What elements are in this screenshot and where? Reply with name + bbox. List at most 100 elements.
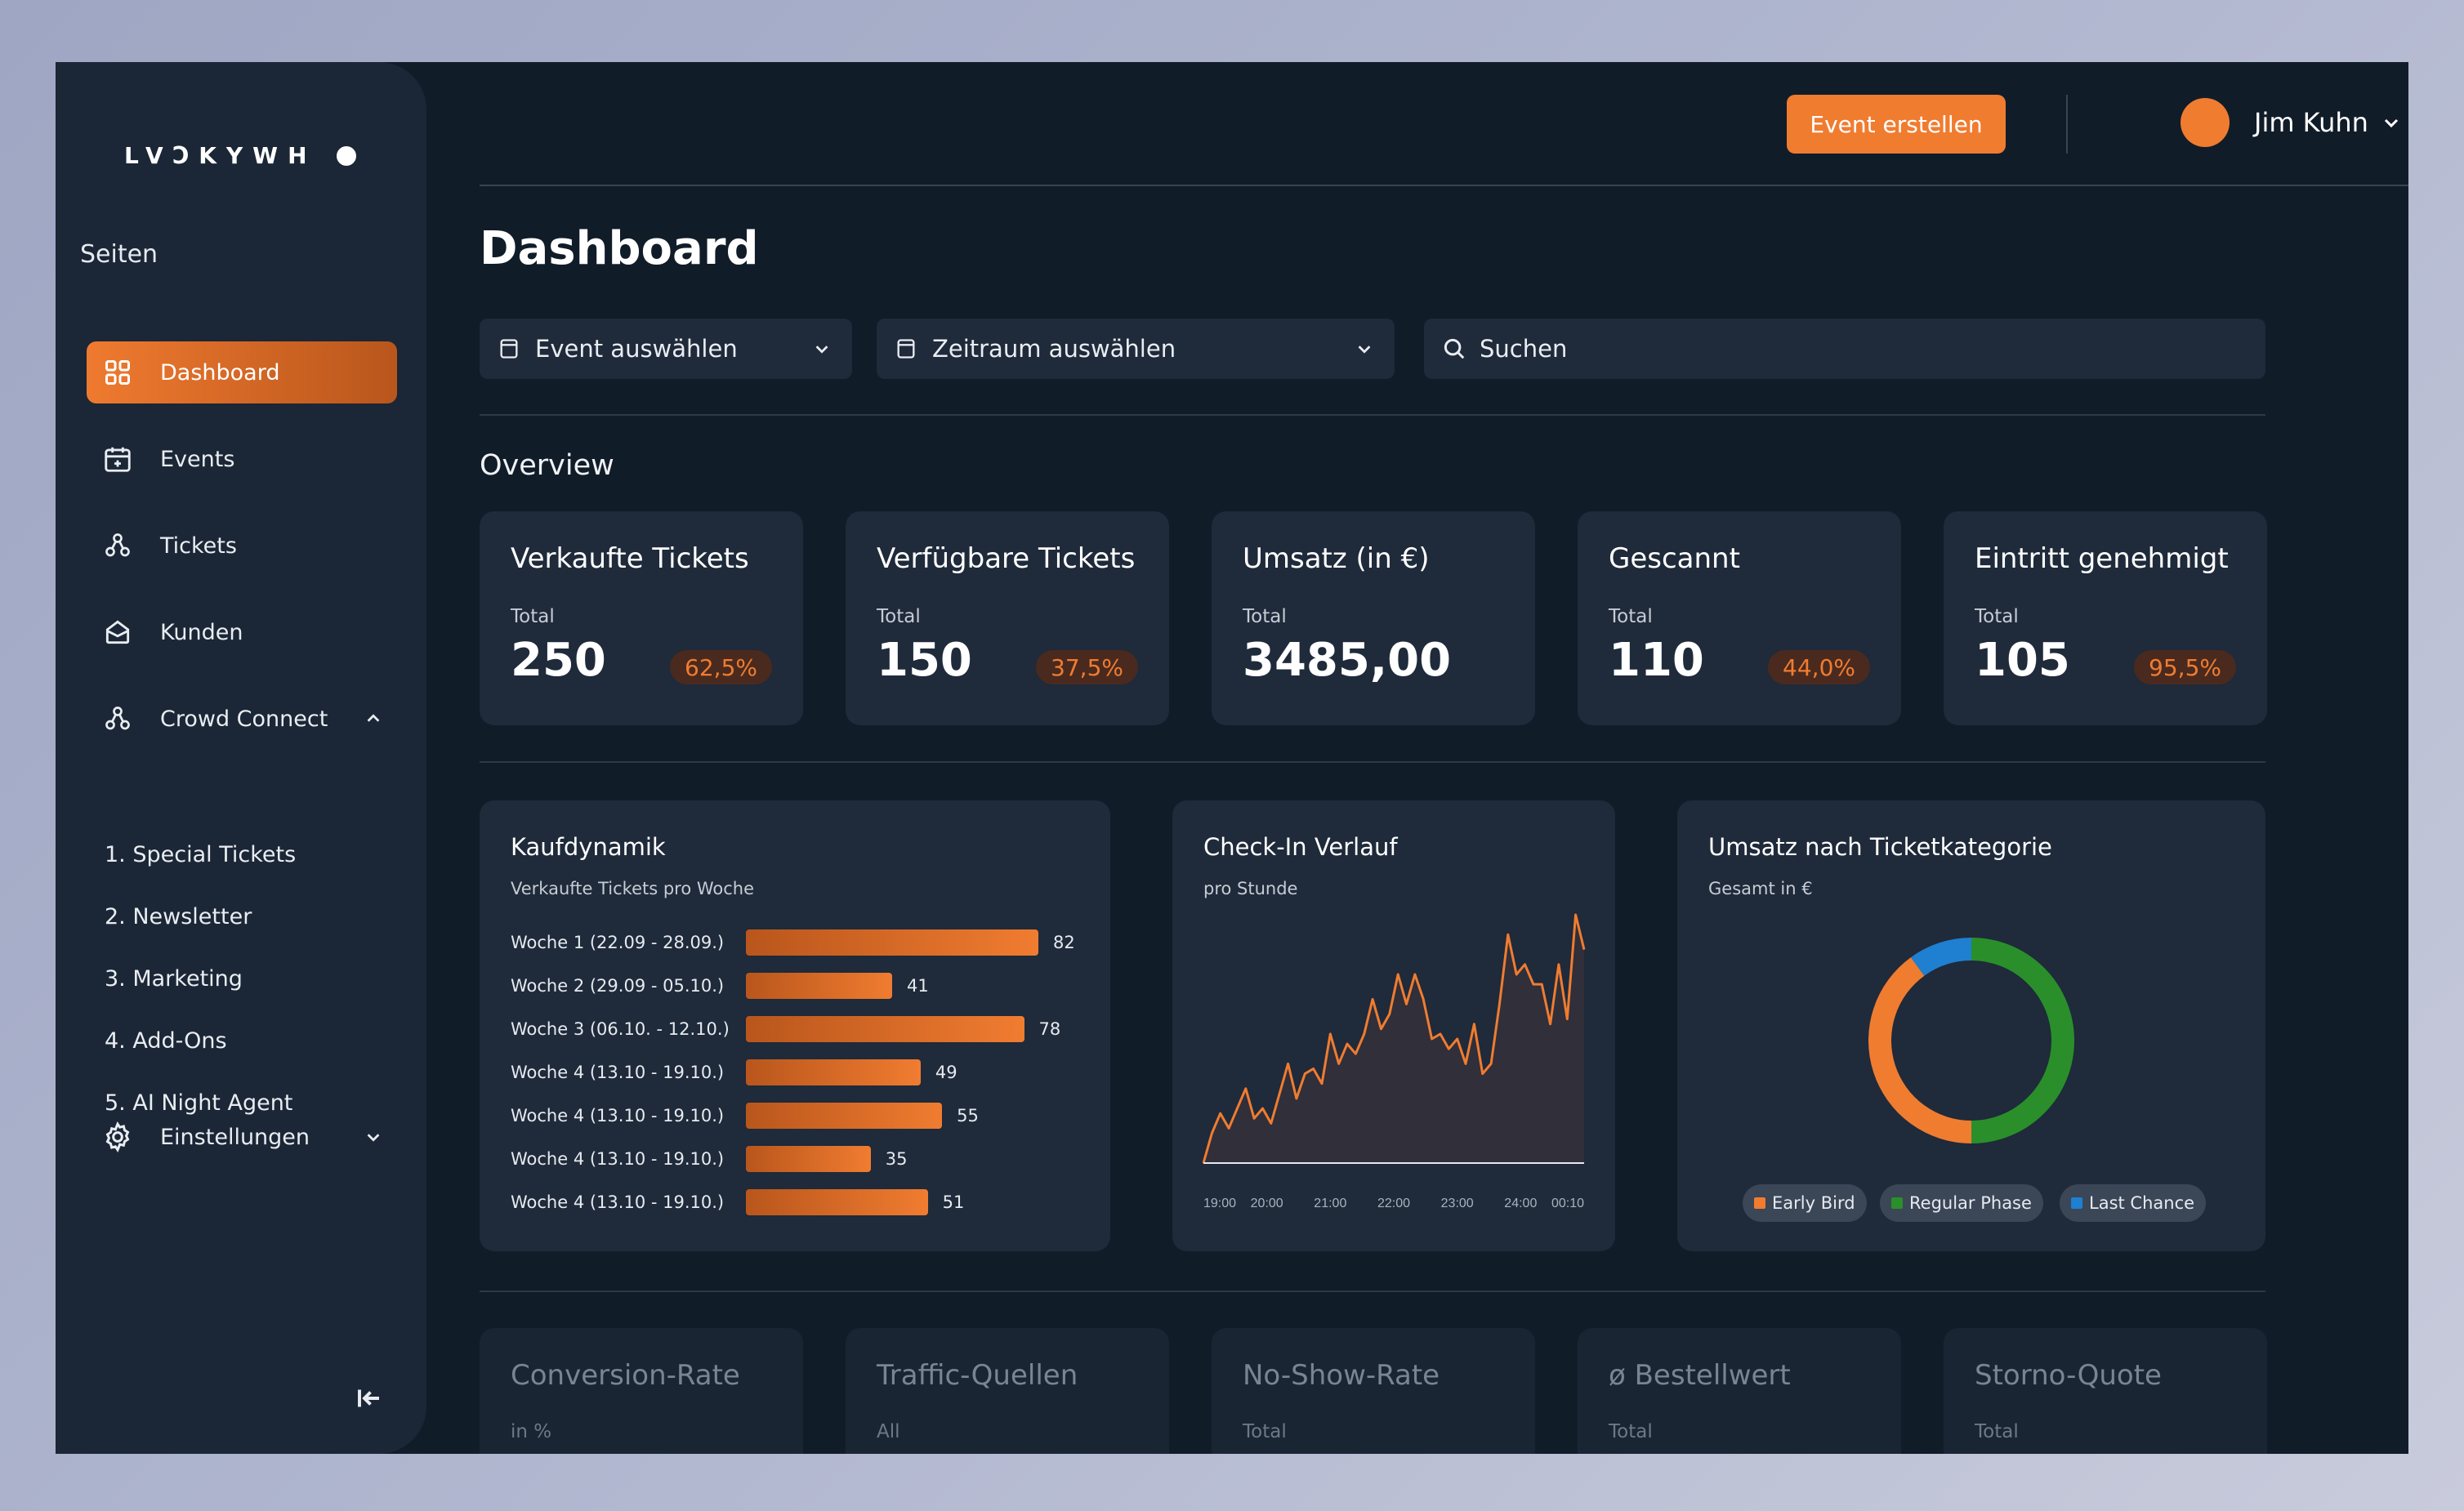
chevron-down-icon: [2381, 112, 2403, 133]
bar-value-label: 49: [935, 1063, 957, 1082]
kpi-title: Eintritt genehmigt: [1975, 542, 2229, 575]
section-divider: [480, 414, 2265, 416]
kpi-card-sold-tickets[interactable]: Verkaufte Tickets Total 250 62,5%: [480, 511, 803, 725]
bar-row: Woche 4 (13.10 - 19.10.) 49: [511, 1059, 957, 1085]
overview-title: Overview: [480, 449, 614, 482]
donut-chart: [1868, 938, 2074, 1143]
x-tick-label: 20:00: [1251, 1197, 1283, 1210]
kpi-title: Conversion-Rate: [511, 1359, 740, 1392]
chart-title: Kaufdynamik: [511, 833, 666, 861]
sub-item-newsletter[interactable]: 2. Newsletter: [105, 904, 252, 929]
kpi-card-traffic-sources[interactable]: Traffic-Quellen All: [846, 1328, 1169, 1454]
bar: [746, 973, 892, 999]
chevron-up-icon[interactable]: [361, 706, 386, 731]
bar-label: Woche 4 (13.10 - 19.10.): [511, 1106, 725, 1125]
kpi-subtitle: Total: [1609, 606, 1653, 627]
bar-label: Woche 4 (13.10 - 19.10.): [511, 1192, 725, 1212]
chevron-down-icon[interactable]: [361, 1125, 386, 1149]
donut-slice: [1971, 938, 2074, 1143]
logo-dot: [336, 145, 356, 166]
kpi-card-scanned[interactable]: Gescannt Total 110 44,0%: [1578, 511, 1901, 725]
bar-value-label: 82: [1053, 933, 1075, 952]
period-select[interactable]: Zeitraum auswählen: [877, 319, 1395, 379]
chevron-down-icon: [813, 338, 834, 359]
legend-swatch: [2071, 1197, 2082, 1209]
kpi-subtitle: Total: [1609, 1421, 1653, 1442]
sub-item-marketing[interactable]: 3. Marketing: [105, 966, 243, 992]
legend-item-early-bird[interactable]: Early Bird: [1743, 1184, 1867, 1222]
sidebar-item-label: Einstellungen: [160, 1124, 310, 1150]
bar-value-label: 41: [907, 976, 929, 996]
kpi-card-available-tickets[interactable]: Verfügbare Tickets Total 150 37,5%: [846, 511, 1169, 725]
period-select-label: Zeitraum auswählen: [932, 335, 1176, 363]
bar-label: Woche 1 (22.09 - 28.09.): [511, 933, 725, 952]
legend-label: Regular Phase: [1909, 1193, 2032, 1213]
kpi-title: Gescannt: [1609, 542, 1740, 575]
bar-label: Woche 2 (29.09 - 05.10.): [511, 976, 725, 996]
network-icon: [100, 701, 136, 737]
search-input[interactable]: Suchen: [1424, 319, 2265, 379]
legend-item-last-chance[interactable]: Last Chance: [2060, 1184, 2207, 1222]
sidebar-item-label: Events: [160, 446, 235, 472]
calendar-icon: [498, 337, 522, 361]
kpi-value: 250: [511, 634, 606, 687]
kpi-subtitle: Total: [1975, 606, 2019, 627]
sidebar-item-kunden[interactable]: Kunden: [87, 601, 397, 663]
chart-subtitle: Verkaufte Tickets pro Woche: [511, 879, 755, 898]
bar-value-label: 78: [1038, 1019, 1061, 1039]
donut-slice: [1910, 938, 1972, 976]
sidebar-item-tickets[interactable]: Tickets: [87, 515, 397, 577]
chart-card-checkin: Check-In Verlauf pro Stunde 19:00 20:00 21…: [1172, 800, 1615, 1251]
legend-item-regular-phase[interactable]: Regular Phase: [1880, 1184, 2043, 1222]
kpi-card-conversion-rate[interactable]: Conversion-Rate in %: [480, 1328, 803, 1454]
bar-label: Woche 4 (13.10 - 19.10.): [511, 1149, 725, 1169]
collapse-sidebar-icon[interactable]: [355, 1384, 387, 1416]
bar: [746, 1189, 928, 1215]
sidebar-item-einstellungen[interactable]: Einstellungen: [87, 1106, 397, 1168]
bar-label: Woche 3 (06.10. - 12.10.): [511, 1019, 730, 1039]
bar-row: Woche 3 (06.10. - 12.10.) 78: [511, 1016, 1060, 1042]
brand-logo[interactable]: LVϽKYWH: [124, 142, 356, 169]
user-menu[interactable]: Jim Kuhn: [2181, 98, 2403, 147]
search-icon: [1442, 337, 1466, 361]
event-select[interactable]: Event auswählen: [480, 319, 852, 379]
sidebar-item-events[interactable]: Events: [87, 428, 397, 490]
kpi-card-revenue[interactable]: Umsatz (in €) Total 3485,00: [1212, 511, 1535, 725]
calendar-icon: [100, 441, 136, 477]
search-placeholder: Suchen: [1480, 335, 1568, 363]
sub-item-add-ons[interactable]: 4. Add-Ons: [105, 1028, 227, 1054]
x-tick-label: 23:00: [1441, 1197, 1474, 1210]
sidebar-item-crowd-connect[interactable]: Crowd Connect: [87, 688, 397, 750]
create-event-button[interactable]: Event erstellen: [1787, 95, 2006, 154]
network-icon: [100, 528, 136, 564]
bar: [746, 1059, 921, 1085]
kpi-title: Verfügbare Tickets: [877, 542, 1136, 575]
sub-item-special-tickets[interactable]: 1. Special Tickets: [105, 842, 297, 867]
header-divider-line: [480, 185, 2408, 186]
sidebar-item-label: Crowd Connect: [160, 706, 328, 732]
kpi-card-entry-approved[interactable]: Eintritt genehmigt Total 105 95,5%: [1944, 511, 2267, 725]
bar-row: Woche 4 (13.10 - 19.10.) 35: [511, 1146, 908, 1172]
legend-label: Early Bird: [1772, 1193, 1855, 1213]
sub-item-ai-night-agent[interactable]: 5. AI Night Agent: [105, 1090, 293, 1116]
kpi-title: No-Show-Rate: [1243, 1359, 1440, 1392]
header-divider: [2066, 95, 2068, 154]
kpi-card-avg-order-value[interactable]: ø Bestellwert Total: [1578, 1328, 1901, 1454]
sidebar: LVϽKYWH Seiten Dashboard Events Tickets: [56, 62, 426, 1454]
bar-row: Woche 2 (29.09 - 05.10.) 41: [511, 973, 929, 999]
gear-icon: [100, 1119, 136, 1155]
kpi-card-no-show-rate[interactable]: No-Show-Rate Total: [1212, 1328, 1535, 1454]
avatar: [2181, 98, 2230, 147]
chevron-down-icon: [1355, 338, 1377, 359]
chart-title: Check-In Verlauf: [1203, 833, 1398, 861]
kpi-subtitle: Total: [877, 606, 921, 627]
x-tick-label: 19:00: [1203, 1197, 1236, 1210]
bar-value-label: 55: [957, 1106, 979, 1125]
sidebar-section-title: Seiten: [80, 240, 158, 269]
section-divider: [480, 1290, 2265, 1292]
sidebar-item-dashboard[interactable]: Dashboard: [87, 341, 397, 403]
kpi-percent-badge: 62,5%: [670, 650, 772, 684]
sidebar-item-label: Dashboard: [160, 359, 280, 386]
kpi-card-cancellation-rate[interactable]: Storno-Quote Total: [1944, 1328, 2267, 1454]
user-name: Jim Kuhn: [2254, 107, 2368, 138]
